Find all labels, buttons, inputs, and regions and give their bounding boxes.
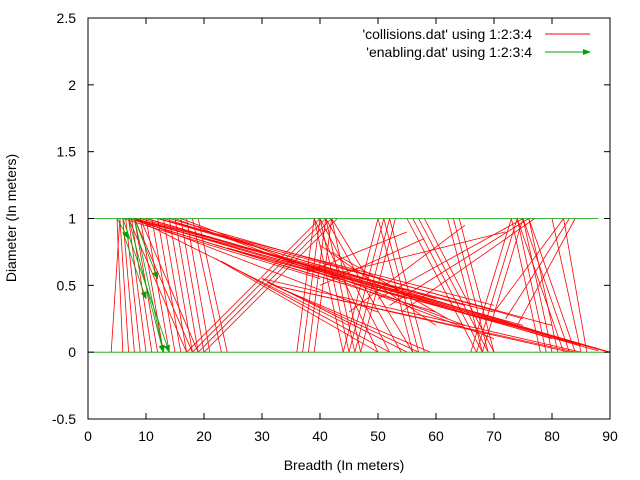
- series-0-segment: [505, 218, 570, 319]
- series-0-segment: [377, 218, 414, 353]
- series-0-segment: [325, 218, 356, 353]
- series-0-segment: [348, 218, 385, 353]
- series-0-segment: [563, 218, 588, 353]
- x-tick-label: 80: [544, 428, 560, 444]
- series-1-segment: [134, 218, 158, 280]
- series-0-segment: [528, 218, 559, 353]
- series-0-segment: [308, 231, 408, 273]
- x-tick-label: 90: [602, 428, 618, 444]
- y-tick-label: 0: [68, 344, 76, 360]
- series-0-segment: [203, 218, 338, 353]
- y-tick-label: 1.5: [57, 144, 77, 160]
- x-tick-label: 10: [138, 428, 154, 444]
- series-1-segment: [122, 231, 147, 300]
- series-0-segment: [192, 218, 222, 353]
- series-0-segment: [180, 218, 205, 353]
- series-0-segment: [383, 218, 419, 353]
- series-0-segment: [470, 218, 512, 353]
- series-0-segment: [221, 260, 390, 353]
- x-axis: 0 10 20 30 40 50 60 70 80 90: [84, 18, 618, 444]
- series-0-segment: [308, 218, 327, 353]
- series-0-segment: [192, 218, 327, 353]
- x-axis-label: Breadth (In meters): [284, 457, 405, 473]
- series-0-segment: [412, 218, 483, 353]
- series-0-segment: [313, 218, 332, 353]
- series-0-segment: [516, 218, 576, 326]
- series-0-segment: [186, 218, 321, 353]
- series-0-segment: [302, 218, 321, 353]
- series-0-segment: [389, 218, 425, 353]
- series-0-segment: [128, 218, 187, 353]
- y-tick-label: 2.5: [57, 10, 77, 26]
- x-tick-label: 60: [428, 428, 444, 444]
- legend-label: 'collisions.dat' using 1:2:3:4: [362, 26, 532, 42]
- x-tick-label: 70: [486, 428, 502, 444]
- series-1-segment: [128, 218, 165, 354]
- series-0-segment: [528, 218, 576, 353]
- series-0-segment: [186, 218, 211, 353]
- series-0-segment: [447, 218, 483, 353]
- series-0-segment: [458, 218, 495, 353]
- series-0-segment: [285, 287, 570, 353]
- x-tick-label: 40: [312, 428, 328, 444]
- plot-marks: [88, 218, 611, 354]
- series-0-segment: [267, 282, 419, 353]
- series-0-segment: [493, 218, 564, 313]
- series-0-segment: [273, 284, 431, 353]
- series-0-segment: [343, 231, 506, 273]
- y-tick-label: 2: [68, 77, 76, 93]
- series-0-segment: [122, 218, 321, 280]
- series-0-segment: [119, 218, 129, 353]
- series-0-segment: [134, 218, 193, 353]
- y-tick-label: -0.5: [52, 411, 76, 427]
- x-tick-label: 0: [84, 428, 92, 444]
- legend-label: 'enabling.dat' using 1:2:3:4: [366, 44, 532, 60]
- series-0-segment: [348, 224, 466, 313]
- y-axis-label: Diameter (In meters): [3, 154, 19, 282]
- series-0-segment: [197, 218, 332, 353]
- series-0-segment: [319, 244, 437, 326]
- y-tick-label: 1: [68, 211, 76, 227]
- series-0-segment: [331, 251, 448, 320]
- series-1-segment: [134, 218, 165, 354]
- series-0-segment: [122, 218, 135, 353]
- series-0-segment: [516, 218, 564, 353]
- x-tick-label: 30: [254, 428, 270, 444]
- series-0-segment: [296, 218, 315, 353]
- series-0-segment: [125, 218, 141, 353]
- series-0-segment: [128, 218, 147, 353]
- series-0-segment: [319, 238, 425, 286]
- series-0-segment: [453, 218, 489, 353]
- series-0-segment: [511, 218, 541, 353]
- x-tick-label: 20: [196, 428, 212, 444]
- series-1-segment: [116, 218, 130, 240]
- series-0-segment: [139, 218, 199, 353]
- series-0-segment: [325, 218, 402, 353]
- series-0-segment: [551, 218, 582, 353]
- series-0-segment: [163, 218, 599, 350]
- series-0: [110, 218, 611, 353]
- x-tick-label: 50: [370, 428, 386, 444]
- series-0-segment: [476, 218, 518, 353]
- series-0-segment: [522, 218, 553, 353]
- y-axis: -0.5 0 0.5 1 1.5 2 2.5: [52, 10, 610, 427]
- series-0-segment: [116, 218, 124, 353]
- series-1: [88, 218, 610, 354]
- series-0-segment: [522, 218, 570, 353]
- legend: 'collisions.dat' using 1:2:3:4 'enabling.…: [362, 26, 591, 60]
- y-tick-label: 0.5: [57, 277, 77, 293]
- series-0-segment: [110, 218, 121, 353]
- series-0-segment: [215, 258, 379, 353]
- series-0-segment: [313, 218, 344, 353]
- series-0-segment: [377, 218, 524, 300]
- series-0-segment: [313, 218, 379, 353]
- series-0-segment: [516, 218, 547, 353]
